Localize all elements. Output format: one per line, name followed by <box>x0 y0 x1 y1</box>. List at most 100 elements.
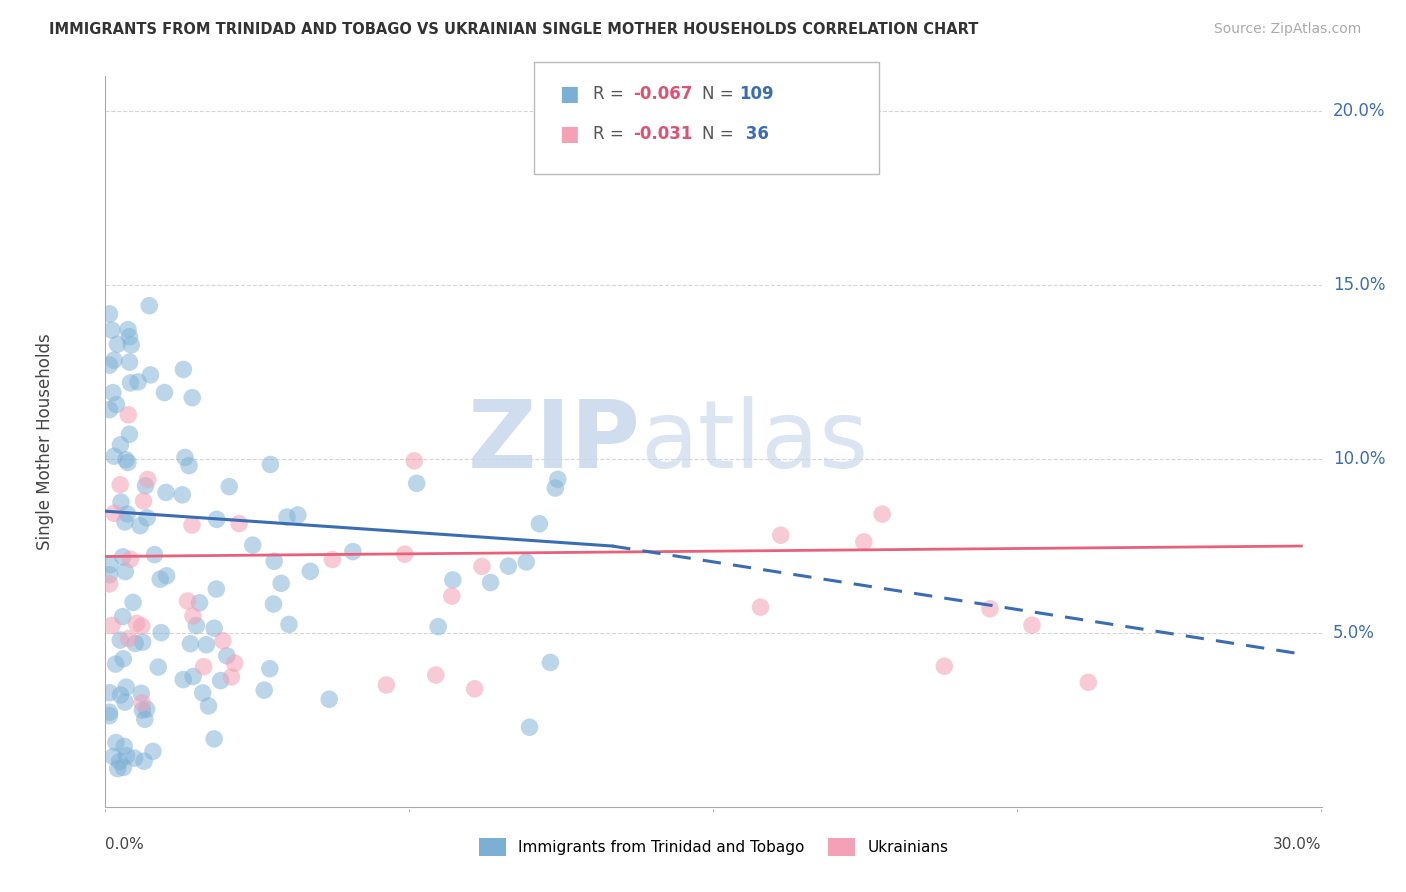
Text: R =: R = <box>593 85 630 103</box>
Point <box>103 506 125 520</box>
Point <box>342 544 364 558</box>
Point <box>174 450 197 465</box>
Text: ■: ■ <box>560 124 579 144</box>
Point <box>98 686 121 700</box>
Text: -0.031: -0.031 <box>633 125 692 143</box>
Point <box>979 601 1001 615</box>
Point <box>111 549 134 564</box>
Point <box>205 512 228 526</box>
Point <box>318 692 340 706</box>
Point <box>224 656 246 670</box>
Point <box>153 385 176 400</box>
Point <box>148 660 170 674</box>
Point <box>103 353 125 368</box>
Point <box>852 535 875 549</box>
Point <box>135 479 157 493</box>
Point <box>131 635 153 649</box>
Point <box>112 652 135 666</box>
Point <box>127 375 149 389</box>
Point <box>172 362 194 376</box>
Point <box>172 673 194 687</box>
Point <box>103 449 125 463</box>
Point <box>181 669 204 683</box>
Point <box>117 322 139 336</box>
Point <box>197 698 219 713</box>
Point <box>110 633 132 648</box>
Point <box>120 338 142 352</box>
Point <box>287 508 309 522</box>
Point <box>172 488 194 502</box>
Point <box>769 528 792 542</box>
Point <box>195 638 218 652</box>
Text: 0.0%: 0.0% <box>105 837 145 852</box>
Point <box>104 735 127 749</box>
Point <box>120 376 142 390</box>
Point <box>135 702 157 716</box>
Point <box>115 680 138 694</box>
Point <box>101 618 124 632</box>
Point <box>115 452 138 467</box>
Text: N =: N = <box>702 125 738 143</box>
Point <box>538 656 561 670</box>
Point <box>150 625 173 640</box>
Point <box>131 696 153 710</box>
Point <box>176 594 198 608</box>
Text: 10.0%: 10.0% <box>1333 450 1385 468</box>
Point <box>118 329 141 343</box>
Text: IMMIGRANTS FROM TRINIDAD AND TOBAGO VS UKRAINIAN SINGLE MOTHER HOUSEHOLDS CORREL: IMMIGRANTS FROM TRINIDAD AND TOBAGO VS U… <box>49 22 979 37</box>
Point <box>177 458 200 473</box>
Text: 15.0%: 15.0% <box>1333 276 1385 293</box>
Text: 5.0%: 5.0% <box>1333 624 1375 642</box>
Point <box>242 538 264 552</box>
Point <box>125 616 148 631</box>
Text: 109: 109 <box>740 85 775 103</box>
Point <box>114 565 136 579</box>
Point <box>427 620 450 634</box>
Point <box>934 659 956 673</box>
Point <box>209 673 232 688</box>
Point <box>278 617 301 632</box>
Point <box>110 438 132 452</box>
Point <box>405 476 427 491</box>
Point <box>131 686 153 700</box>
Point <box>441 573 464 587</box>
Point <box>544 481 567 495</box>
Point <box>263 597 285 611</box>
Point <box>221 670 243 684</box>
Point <box>110 495 132 509</box>
Point <box>404 454 426 468</box>
Point <box>181 518 204 533</box>
Point <box>498 559 520 574</box>
Point <box>425 668 447 682</box>
Point <box>108 477 131 491</box>
Point <box>375 678 398 692</box>
Point <box>136 511 159 525</box>
Point <box>105 398 128 412</box>
Point <box>124 751 146 765</box>
Point <box>440 589 463 603</box>
Point <box>749 600 772 615</box>
Text: -0.067: -0.067 <box>633 85 692 103</box>
Text: Source: ZipAtlas.com: Source: ZipAtlas.com <box>1213 22 1361 37</box>
Point <box>129 518 152 533</box>
Point <box>139 368 162 382</box>
Point <box>186 618 208 632</box>
Point <box>101 323 124 337</box>
Point <box>101 385 124 400</box>
Point <box>394 547 416 561</box>
Point <box>299 565 322 579</box>
Point <box>202 731 225 746</box>
Point <box>464 681 486 696</box>
Text: N =: N = <box>702 85 738 103</box>
Point <box>122 595 145 609</box>
Text: 36: 36 <box>740 125 769 143</box>
Point <box>259 458 281 472</box>
Point <box>870 507 893 521</box>
Point <box>181 609 204 624</box>
Point <box>124 636 146 650</box>
Point <box>112 739 135 754</box>
Point <box>98 307 121 321</box>
Point <box>98 708 121 723</box>
Point <box>117 455 139 469</box>
Text: 30.0%: 30.0% <box>1274 837 1322 852</box>
